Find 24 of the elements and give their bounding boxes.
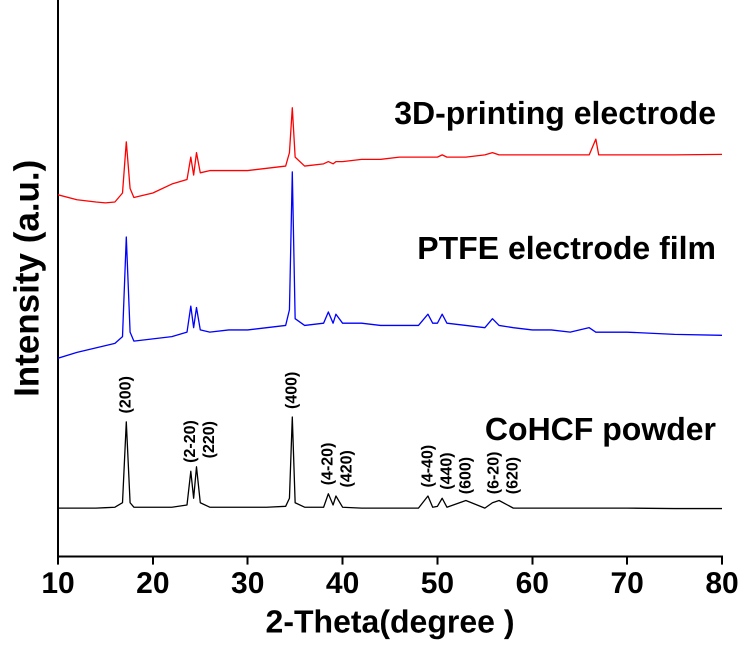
x-axis-title: 2-Theta(degree ) [266, 604, 514, 640]
annotation: (4-20) [320, 442, 337, 486]
annotation: (600) [457, 456, 474, 494]
annotation: (440) [438, 452, 456, 490]
x-tick-label: 60 [516, 566, 549, 600]
annotation: (220) [201, 420, 218, 458]
annotation: (4-40) [419, 444, 436, 488]
x-tick-label: 70 [610, 566, 644, 600]
x-tick-label: 50 [420, 566, 454, 600]
x-tick-label: 40 [326, 566, 360, 600]
annotation: (2-20) [182, 420, 200, 463]
series-label: 3D-printing electrode [394, 95, 716, 132]
annotation: (620) [504, 456, 522, 494]
series-label: CoHCF powder [484, 410, 716, 447]
series-label: PTFE electrode film [417, 230, 716, 266]
annotation: (420) [338, 450, 356, 488]
x-tick-label: 10 [41, 566, 75, 600]
annotation: (200) [118, 376, 135, 414]
annotation: (6-20) [486, 452, 503, 494]
x-tick-label: 80 [705, 566, 739, 600]
x-tick-label: 30 [231, 566, 264, 600]
y-axis-title: Intensity (a.u.) [8, 160, 47, 397]
x-tick-label: 20 [136, 566, 170, 600]
annotation: (400) [284, 372, 301, 409]
